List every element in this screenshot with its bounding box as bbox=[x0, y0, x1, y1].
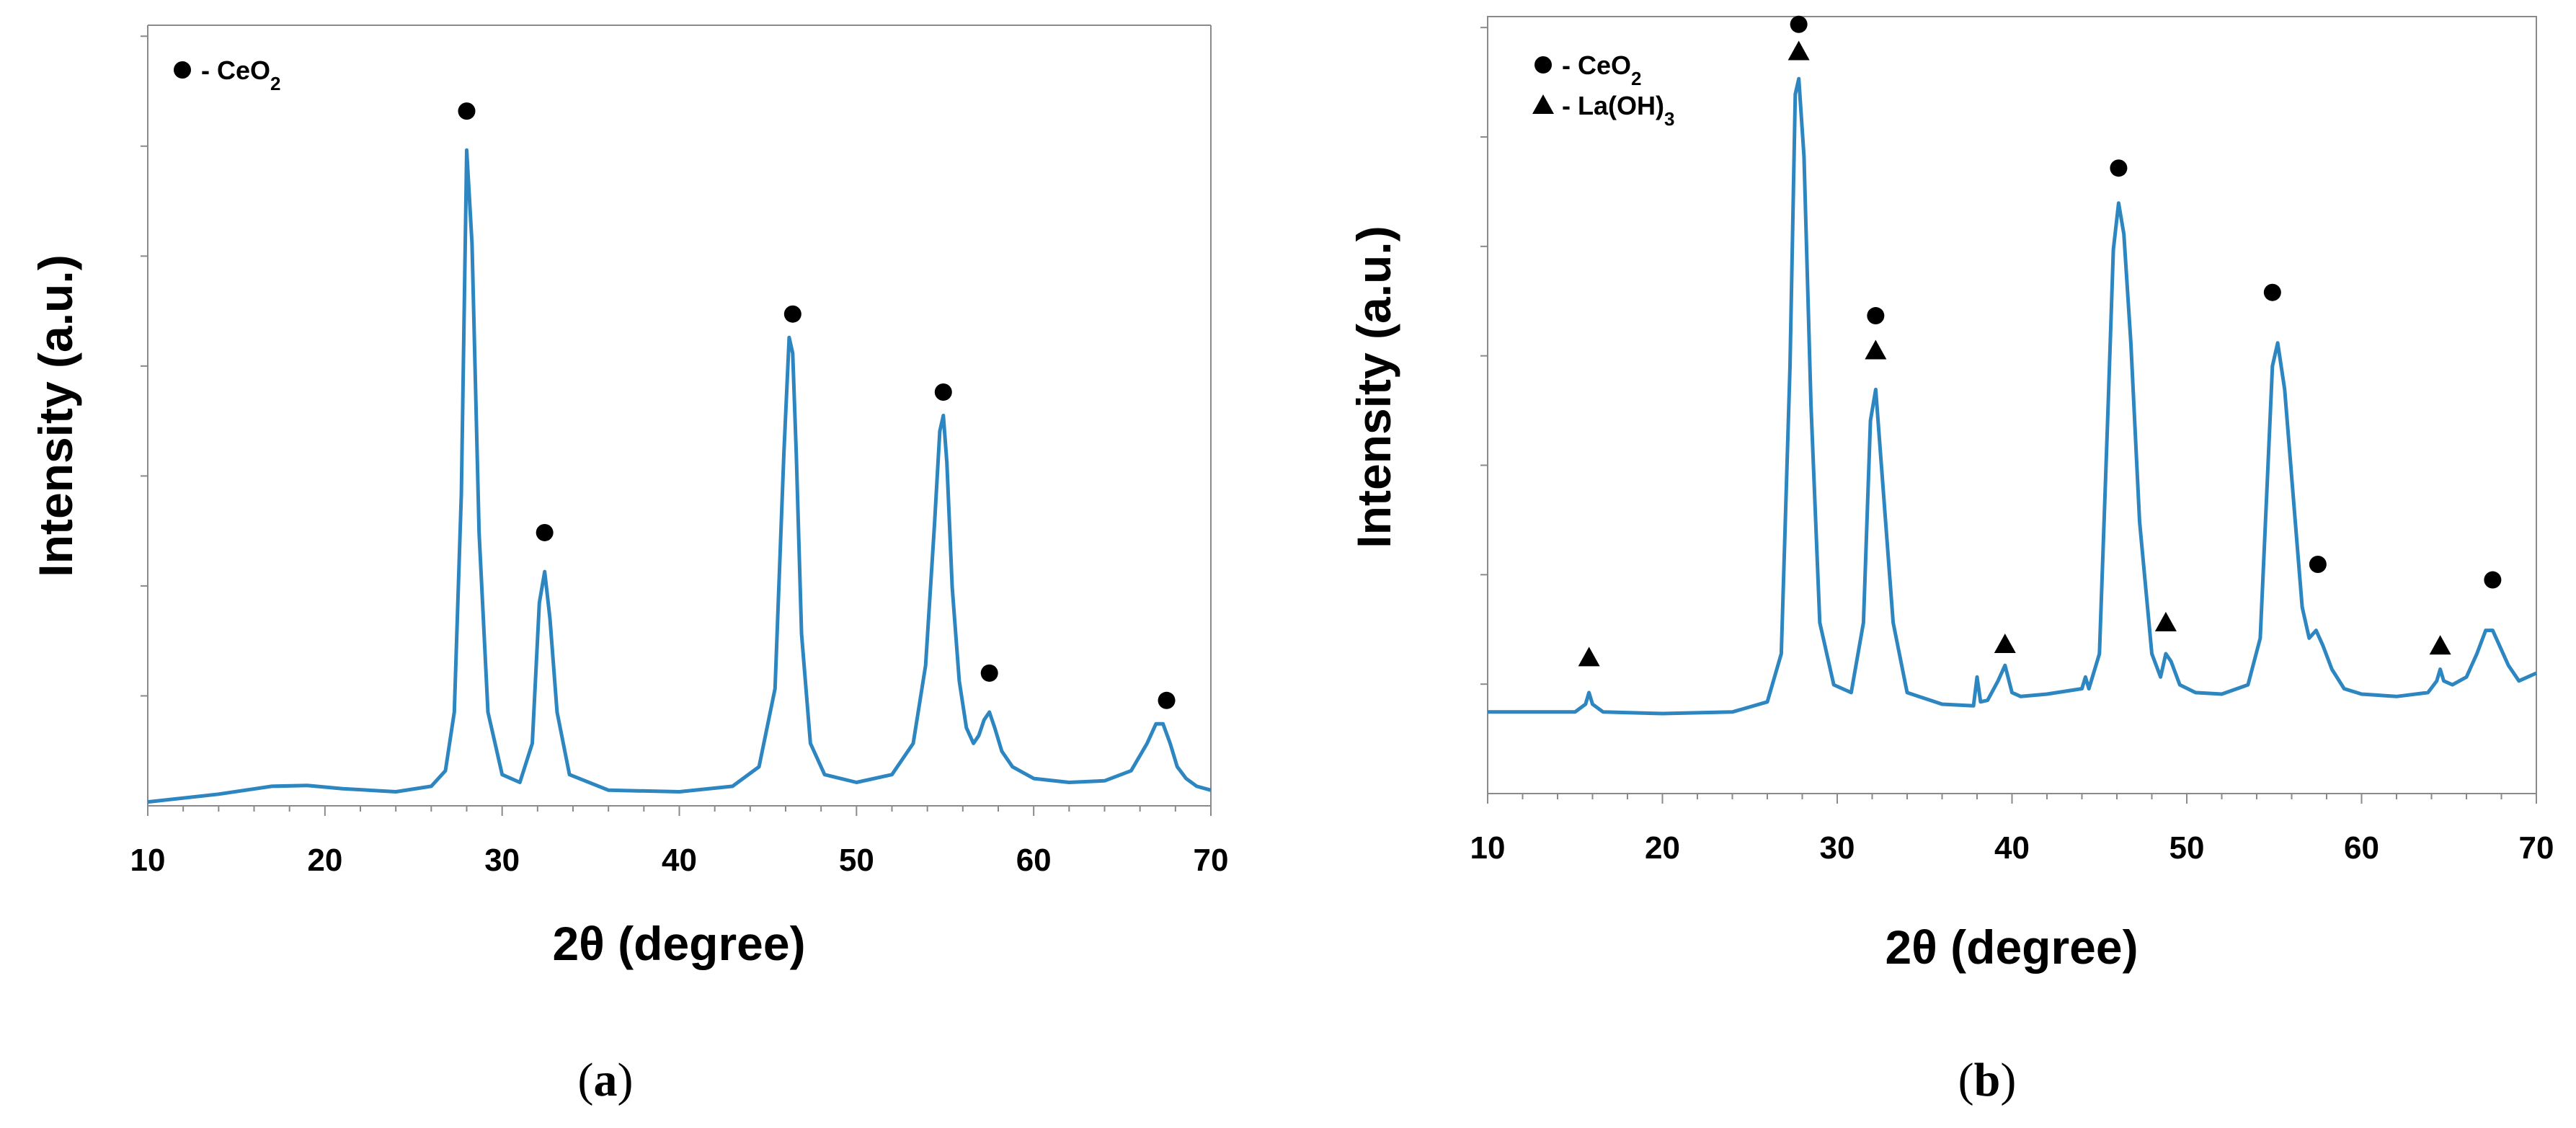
caption-label: b bbox=[1974, 1054, 2001, 1106]
plot-frame bbox=[1487, 16, 2537, 794]
caption-close-paren: ) bbox=[2000, 1054, 2016, 1106]
legend-label-subscript: 3 bbox=[1664, 108, 1674, 130]
caption-open-paren: ( bbox=[1958, 1054, 1974, 1106]
la-oh3-peak-marker bbox=[1578, 647, 1600, 667]
x-axis-label: 2θ (degree) bbox=[1885, 920, 2138, 974]
y-axis-label: Intensity (a.u.) bbox=[29, 254, 82, 577]
ceo2-peak-marker bbox=[1867, 307, 1885, 325]
x-tick-label: 50 bbox=[2169, 830, 2205, 866]
x-tick-label: 60 bbox=[2344, 830, 2379, 866]
la-oh3-peak-marker bbox=[1865, 339, 1887, 360]
legend-label-main: - CeO bbox=[201, 55, 270, 85]
ceo2-peak-marker bbox=[2110, 159, 2128, 177]
x-tick-label: 20 bbox=[307, 843, 342, 878]
legend-label-main: - La(OH) bbox=[1562, 91, 1664, 120]
legend-label-main: - CeO bbox=[1562, 50, 1631, 80]
panel-a: 10 20 30 40 50 60 70 Intensity (a.u.) 2θ (degree… bbox=[29, 25, 1229, 1106]
x-tick-label: 70 bbox=[2519, 830, 2554, 866]
ceo2-peak-marker bbox=[2263, 283, 2281, 301]
x-tick-label: 60 bbox=[1016, 843, 1052, 878]
ceo2-peak-marker bbox=[536, 523, 554, 541]
x-tick-label: 40 bbox=[1994, 830, 2030, 866]
panel-caption: (b) bbox=[1958, 1054, 2017, 1106]
ceo2-peak-marker bbox=[934, 383, 952, 401]
caption-open-paren: ( bbox=[578, 1054, 594, 1106]
legend-label: - CeO2 bbox=[1562, 50, 1641, 89]
x-tick-label: 20 bbox=[1645, 830, 1680, 866]
legend-marker-ceo2 bbox=[174, 61, 191, 79]
panel-b: 10 20 30 40 50 60 70 Intensity (a.u.) 2θ (degree… bbox=[1347, 15, 2554, 1106]
ceo2-peak-marker bbox=[980, 664, 998, 682]
x-tick-label: 40 bbox=[662, 843, 697, 878]
x-tick-label: 30 bbox=[1820, 830, 1855, 866]
legend-label: - CeO2 bbox=[201, 55, 280, 94]
series-line-0 bbox=[147, 148, 1212, 804]
caption-close-paren: ) bbox=[618, 1054, 634, 1106]
series-line-0 bbox=[1488, 76, 2538, 716]
legend-marker-la-oh3 bbox=[1532, 94, 1554, 114]
x-axis-label: 2θ (degree) bbox=[552, 917, 805, 970]
la-oh3-peak-marker bbox=[2154, 611, 2177, 631]
la-oh3-peak-marker bbox=[1994, 634, 2016, 654]
legend-label-subscript: 2 bbox=[270, 73, 280, 94]
legend-label-subscript: 2 bbox=[1631, 68, 1641, 89]
ceo2-peak-marker bbox=[2309, 555, 2327, 573]
ceo2-peak-marker bbox=[783, 305, 801, 323]
la-oh3-peak-marker bbox=[1787, 40, 1810, 61]
x-tick-label: 10 bbox=[130, 843, 166, 878]
y-axis-label: Intensity (a.u.) bbox=[1347, 226, 1400, 548]
x-tick-label: 50 bbox=[839, 843, 874, 878]
ceo2-peak-marker bbox=[458, 102, 476, 120]
la-oh3-peak-marker bbox=[2429, 635, 2451, 655]
legend-label: - La(OH)3 bbox=[1562, 91, 1674, 130]
ceo2-peak-marker bbox=[2484, 571, 2502, 589]
ceo2-peak-marker bbox=[1790, 15, 1808, 33]
x-tick-label: 30 bbox=[484, 843, 520, 878]
x-tick-label: 10 bbox=[1470, 830, 1506, 866]
x-tick-label: 70 bbox=[1194, 843, 1229, 878]
ceo2-peak-marker bbox=[1158, 691, 1176, 709]
legend-marker-ceo2 bbox=[1535, 56, 1552, 74]
panel-caption: (a) bbox=[578, 1054, 634, 1106]
caption-label: a bbox=[594, 1054, 618, 1106]
